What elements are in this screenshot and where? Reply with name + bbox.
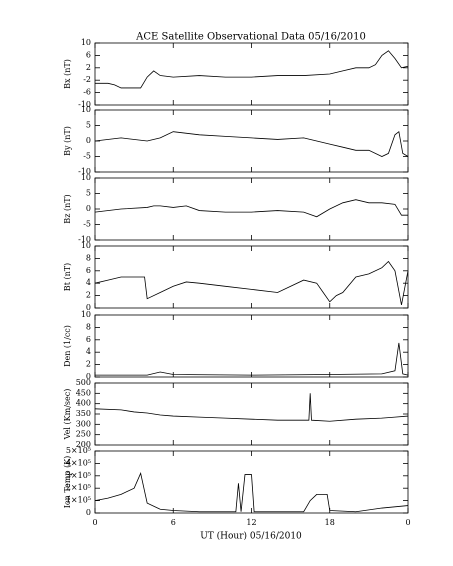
y-tick-label: 6: [86, 266, 91, 275]
y-tick-label: 450: [76, 388, 91, 397]
panel-frame: [94, 109, 409, 173]
y-tick-label: 500: [76, 378, 91, 387]
y-tick-label: 10: [81, 241, 91, 250]
y-tick-label: 4×10⁵: [66, 458, 91, 467]
panel-frame: [94, 42, 409, 106]
y-tick-label: 300: [76, 419, 91, 428]
y-tick-label: 4: [86, 347, 91, 356]
y-tick-label: -2: [83, 75, 91, 84]
y-tick-label: 8: [86, 322, 91, 331]
y-tick-label: 2: [86, 291, 91, 300]
y-axis-label: By (nT): [63, 126, 72, 156]
y-axis-label: Vel (Km/sec): [63, 389, 72, 441]
data-line: [94, 199, 408, 218]
panel-frame: [94, 314, 409, 378]
x-tick-label: 0: [405, 518, 410, 527]
y-tick-label: 10: [81, 173, 91, 182]
y-tick-label: 5: [86, 121, 91, 130]
y-tick-label: 6: [86, 50, 91, 59]
y-axis-label: Bx (nT): [63, 59, 72, 89]
chart-title: ACE Satellite Observational Data 05/16/2…: [135, 32, 366, 43]
data-line: [94, 260, 409, 305]
y-tick-label: 0: [86, 508, 91, 517]
panel-frame: [94, 382, 409, 446]
y-tick-label: 1×10⁵: [66, 496, 91, 505]
x-axis-label: UT (Hour) 05/16/2010: [200, 531, 302, 542]
y-tick-label: 2: [86, 360, 91, 369]
data-line: [95, 50, 409, 89]
y-tick-label: 400: [76, 399, 91, 408]
y-tick-label: 8: [86, 253, 91, 262]
y-tick-label: 10: [81, 38, 91, 47]
y-axis-label: Bt (nT): [63, 263, 72, 291]
panel-frame: [94, 450, 409, 514]
y-tick-label: 200: [76, 440, 91, 449]
y-tick-label: 2×10⁵: [66, 483, 91, 492]
y-tick-label: -5: [83, 220, 91, 229]
x-tick-label: 12: [246, 518, 256, 527]
y-tick-label: 0: [86, 303, 91, 312]
y-tick-label: 6: [86, 335, 91, 344]
y-axis-label: Den (1/cc): [63, 325, 72, 367]
y-tick-label: 5×10⁵: [66, 446, 91, 455]
data-line: [94, 393, 409, 422]
y-tick-label: -6: [83, 88, 91, 97]
y-tick-label: -10: [78, 167, 91, 176]
x-tick-label: 18: [325, 518, 335, 527]
y-tick-label: -10: [78, 235, 91, 244]
y-tick-label: -5: [83, 152, 91, 161]
y-tick-label: -10: [78, 100, 91, 109]
panel-frame: [94, 177, 409, 241]
x-tick-label: 0: [92, 518, 97, 527]
y-tick-label: 10: [81, 310, 91, 319]
y-axis-label: Ion Temp (K): [63, 456, 72, 509]
y-tick-label: 3×10⁵: [66, 471, 91, 480]
y-tick-label: 4: [86, 278, 91, 287]
y-tick-label: 250: [76, 430, 91, 439]
y-tick-label: 5: [86, 189, 91, 198]
data-line: [94, 130, 409, 157]
y-tick-label: 10: [81, 105, 91, 114]
y-axis-label: Bz (nT): [63, 194, 72, 223]
y-tick-label: 0: [86, 204, 91, 213]
x-tick-label: 6: [171, 518, 176, 527]
y-tick-label: 350: [76, 409, 91, 418]
y-tick-label: 0: [86, 136, 91, 145]
data-line: [94, 472, 409, 513]
data-line: [95, 342, 409, 376]
y-tick-label: 2: [86, 63, 91, 72]
y-tick-label: 0: [86, 372, 91, 381]
